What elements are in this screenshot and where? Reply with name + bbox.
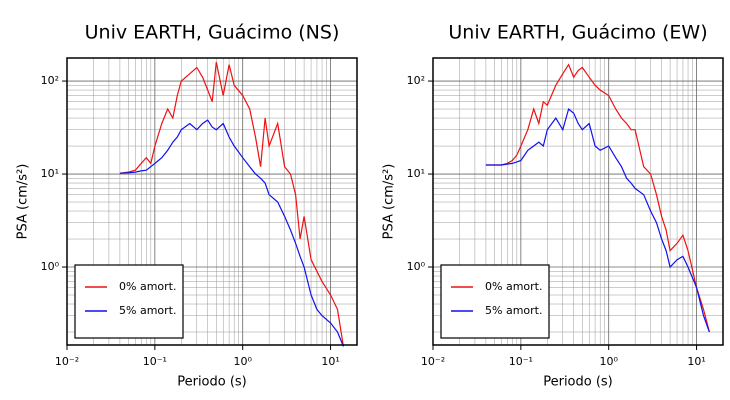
- x-tick-label: 10¹: [321, 355, 339, 368]
- x-tick-label: 10⁻¹: [143, 355, 167, 368]
- legend-label: 0% amort.: [485, 280, 542, 293]
- plot-frame: [66, 57, 358, 346]
- x-tick-label: 10⁻²: [421, 355, 445, 368]
- y-tick-label: 10²: [41, 74, 59, 87]
- chart-title: Univ EARTH, Guácimo (NS): [85, 22, 340, 44]
- y-tick-label: 10¹: [41, 167, 59, 180]
- y-tick-label: 10²: [407, 74, 425, 87]
- x-tick-label: 10⁻¹: [509, 355, 533, 368]
- legend-box: [440, 264, 550, 339]
- chart-title: Univ EARTH, Guácimo (EW): [448, 22, 707, 44]
- y-tick-label: 10⁰: [407, 260, 426, 273]
- y-axis-label: PSA (cm/s²): [382, 164, 397, 240]
- x-axis-label: Periodo (s): [177, 375, 247, 390]
- series-line: [119, 61, 344, 347]
- y-tick-label: 10⁰: [41, 260, 60, 273]
- series-line: [485, 63, 710, 333]
- y-axis-label: PSA (cm/s²): [16, 164, 31, 240]
- legend-label: 5% amort.: [119, 304, 176, 317]
- y-tick-label: 10¹: [407, 167, 425, 180]
- plot-frame: [432, 57, 724, 346]
- legend-box: [74, 264, 184, 339]
- series-line: [119, 119, 344, 347]
- legend-label: 5% amort.: [485, 304, 542, 317]
- series-line: [485, 107, 710, 333]
- legend-label: 0% amort.: [119, 280, 176, 293]
- x-tick-label: 10⁻²: [55, 355, 79, 368]
- x-tick-label: 10⁰: [233, 355, 252, 368]
- x-tick-label: 10¹: [687, 355, 705, 368]
- x-axis-label: Periodo (s): [543, 375, 613, 390]
- x-tick-label: 10⁰: [599, 355, 618, 368]
